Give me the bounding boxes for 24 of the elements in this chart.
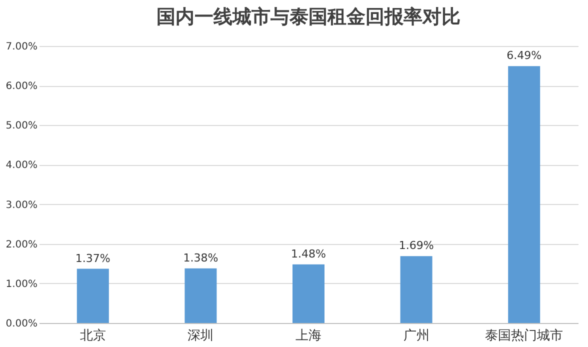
y-tick-label: 5.00% [6,120,38,132]
data-label: 1.48% [291,247,326,260]
bar [292,264,324,323]
y-tick-label: 6.00% [6,81,38,92]
y-tick-label: 0.00% [6,318,38,330]
bar [76,268,109,323]
bar [508,66,540,323]
data-label: 6.49% [506,49,542,62]
data-label: 1.69% [398,239,434,252]
x-tick-label: 上海 [296,328,322,344]
data-label: 1.38% [183,251,218,264]
chart-title: 国内一线城市与泰国租金回报率对比 [156,6,460,28]
x-tick-label: 深圳 [188,328,214,344]
y-tick-label: 1.00% [6,278,38,290]
x-tick-label: 广州 [403,328,430,344]
y-tick-label: 3.00% [6,200,38,211]
y-tick-label: 4.00% [6,160,38,172]
x-tick-label: 北京 [80,328,106,344]
x-tick-label: 泰国热门城市 [485,328,564,344]
data-label: 1.37% [75,252,110,265]
bar [400,256,432,323]
y-tick-label: 7.00% [6,42,38,52]
bar [184,268,217,323]
y-tick-label: 2.00% [6,239,38,250]
